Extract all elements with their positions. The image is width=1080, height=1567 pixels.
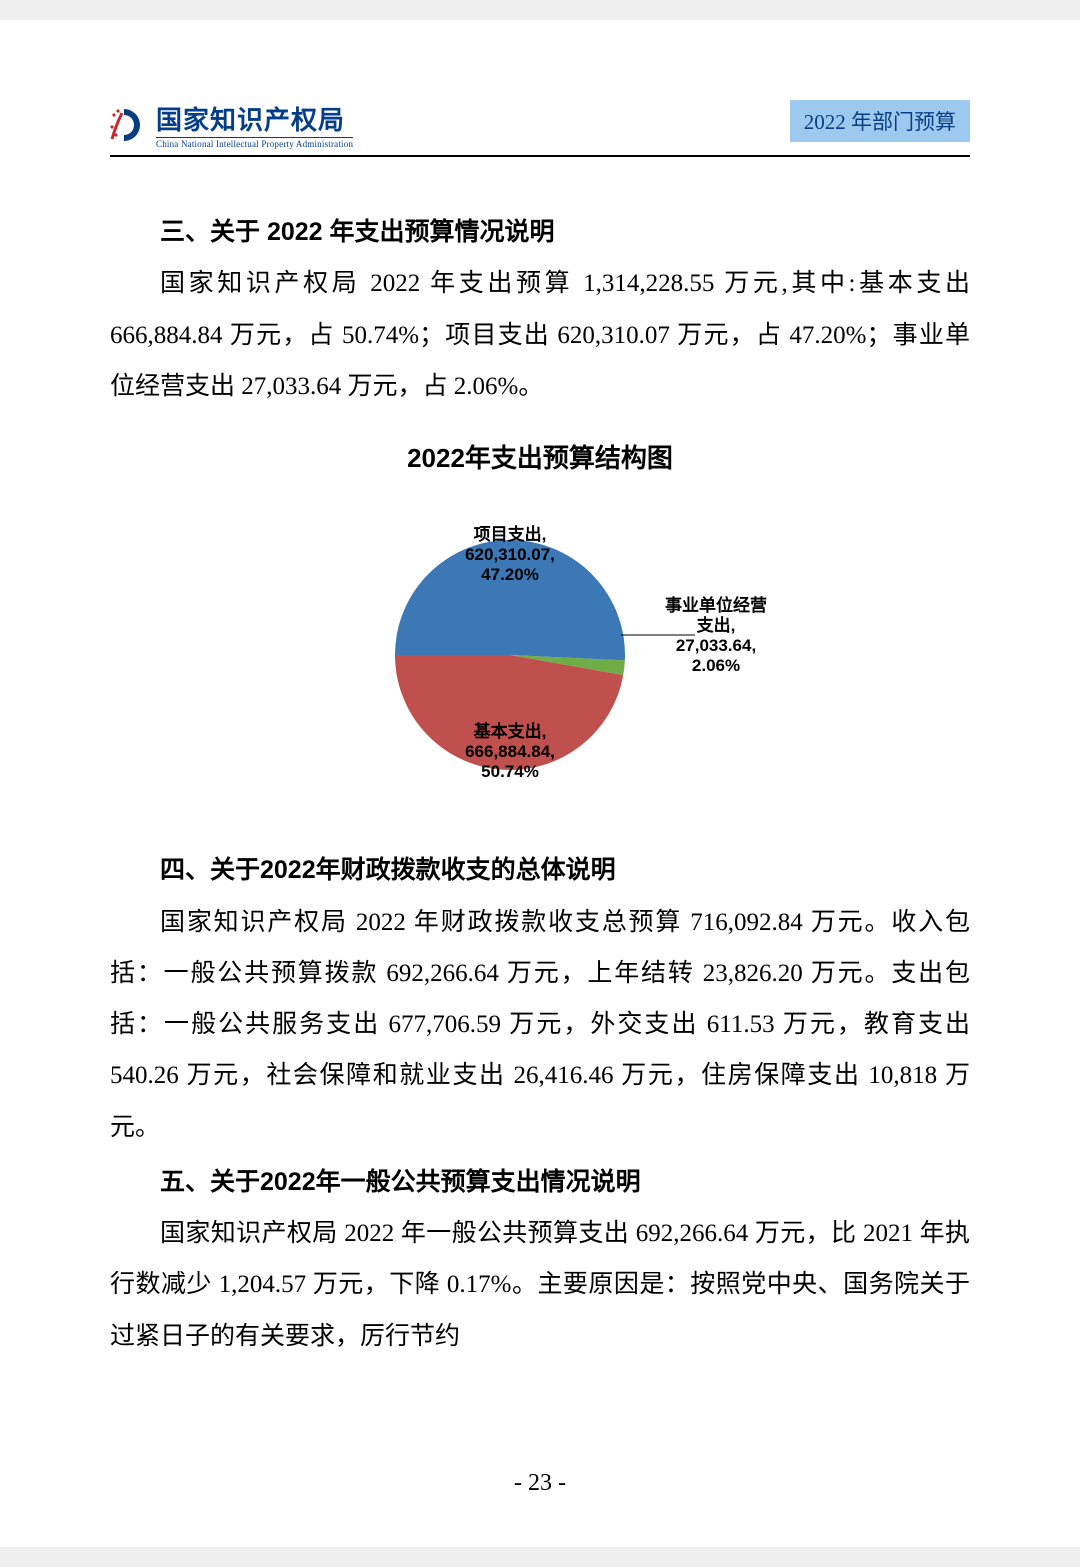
pie-label-基本支出: 基本支出,666,884.84,50.74% (465, 721, 555, 781)
header-badge: 2022 年部门预算 (790, 100, 970, 142)
pie-chart: 基本支出,666,884.84,50.74%事业单位经营支出,27,033.64… (110, 505, 970, 805)
page-number: - 23 - (0, 1470, 1080, 1497)
page-header: 国家知识产权局 China National Intellectual Prop… (110, 100, 970, 157)
section-3-para: 国家知识产权局 2022 年支出预算 1,314,228.55 万元,其中:基本… (110, 258, 970, 412)
org-name-en: China National Intellectual Property Adm… (156, 137, 353, 149)
logo-icon (110, 105, 150, 145)
logo-text: 国家知识产权局 China National Intellectual Prop… (156, 100, 353, 149)
org-logo: 国家知识产权局 China National Intellectual Prop… (110, 100, 353, 149)
section-4-para: 国家知识产权局 2022 年财政拨款收支总预算 716,092.84 万元。收入… (110, 897, 970, 1153)
section-5-para: 国家知识产权局 2022 年一般公共预算支出 692,266.64 万元，比 2… (110, 1208, 970, 1362)
page: 国家知识产权局 China National Intellectual Prop… (0, 20, 1080, 1547)
section-5-title: 五、关于2022年一般公共预算支出情况说明 (110, 1157, 970, 1208)
section-4-title: 四、关于2022年财政拨款收支的总体说明 (110, 845, 970, 896)
document-body: 三、关于 2022 年支出预算情况说明 国家知识产权局 2022 年支出预算 1… (110, 207, 970, 1362)
section-3-title: 三、关于 2022 年支出预算情况说明 (110, 207, 970, 258)
org-name-cn: 国家知识产权局 (156, 100, 353, 137)
chart-title: 2022年支出预算结构图 (110, 432, 970, 485)
